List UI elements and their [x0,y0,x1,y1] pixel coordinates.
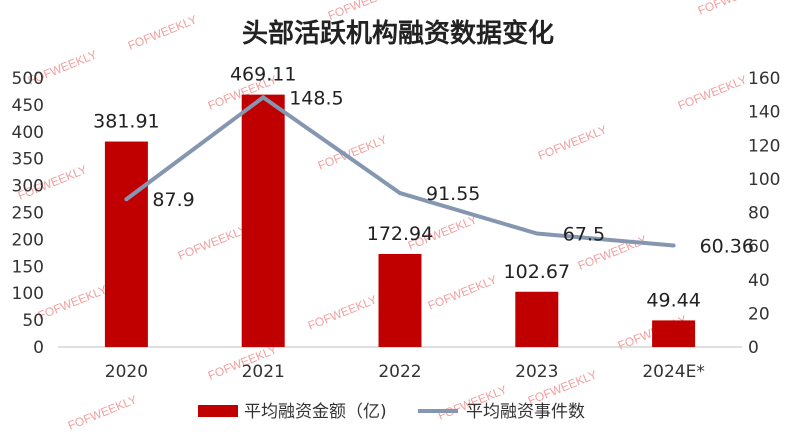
watermark-text: FOFWEEKLY [316,132,389,172]
y-left-tick-label: 500 [12,69,44,89]
line-value-label: 91.55 [426,183,480,205]
y-right-tick-label: 60 [748,237,770,257]
y-right-tick-label: 80 [748,204,770,224]
line-point [671,243,676,248]
y-left-tick-label: 300 [12,177,44,197]
watermark-text: FOFWEEKLY [66,392,139,432]
bar-series [104,94,696,347]
line-value-label: 87.9 [152,189,194,211]
y-right-tick-label: 160 [748,69,780,89]
y-left-tick-label: 150 [12,257,44,277]
y-left-tick-label: 400 [12,123,44,143]
legend-bar-swatch [198,405,238,417]
watermark-text: FOFWEEKLY [306,292,379,332]
legend-line-label: 平均融资事件数 [466,402,585,422]
watermark-text: FOFWEEKLY [676,72,749,112]
chart-title: 头部活跃机构融资数据变化 [242,18,554,49]
bar [104,141,148,347]
bar-value-label: 172.94 [367,223,433,245]
watermark-text: FOFWEEKLY [126,12,199,52]
x-tick-label: 2021 [242,362,285,382]
x-tick-label: 2023 [515,362,558,382]
y-left-tick-label: 250 [12,204,44,224]
legend: 平均融资金额（亿) 平均融资事件数 [198,402,585,422]
bar-value-label: 49.44 [646,289,700,311]
y-right-tick-label: 120 [748,136,780,156]
bar [241,94,285,347]
y-right-tick-label: 40 [748,271,770,291]
y-right-tick-label: 20 [748,304,770,324]
watermark-text: FOFWEEKLY [176,222,249,262]
watermark-text: FOFWEEKLY [536,122,609,162]
y-axis-left: 0 50 100 150 200 250 300 350 400 450 500 [12,69,44,358]
x-axis: 2020 2021 2022 2023 2024E* [105,362,705,382]
bar [378,253,422,347]
x-tick-label: 2024E* [642,362,705,382]
bar [515,291,559,347]
y-right-tick-label: 0 [748,338,759,358]
y-left-tick-label: 450 [12,96,44,116]
y-left-tick-label: 0 [33,338,44,358]
line-point [534,231,539,236]
y-left-tick-label: 200 [12,230,44,250]
line-value-label: 67.5 [563,224,605,246]
y-left-tick-label: 350 [12,150,44,170]
bar-value-label: 102.67 [504,261,570,283]
y-left-tick-label: 50 [22,311,44,331]
data-labels: 381.91 469.11 172.94 102.67 49.44 87.9 148.5 91… [93,64,754,312]
y-left-tick-label: 100 [12,284,44,304]
line-point [398,191,402,196]
watermark-text: FOFWEEKLY [36,282,109,322]
legend-bar-label: 平均融资金额（亿) [244,402,387,422]
x-tick-label: 2022 [378,362,421,382]
watermark-text: FOFWEEKLY [696,0,769,18]
watermark-text: FOFWEEKLY [426,272,499,312]
line-point [261,95,266,100]
line-value-label: 60.36 [700,236,754,258]
y-right-tick-label: 100 [748,170,780,190]
line-value-label: 148.5 [289,87,343,109]
line-point [124,197,129,202]
y-axis-right: 0 20 40 60 80 100 120 140 160 [748,69,780,358]
bar-value-label: 469.11 [230,64,296,86]
bar-value-label: 381.91 [93,111,159,133]
line-series [124,95,676,248]
bar [652,320,696,347]
x-tick-label: 2020 [105,362,148,382]
y-right-tick-label: 140 [748,103,780,123]
